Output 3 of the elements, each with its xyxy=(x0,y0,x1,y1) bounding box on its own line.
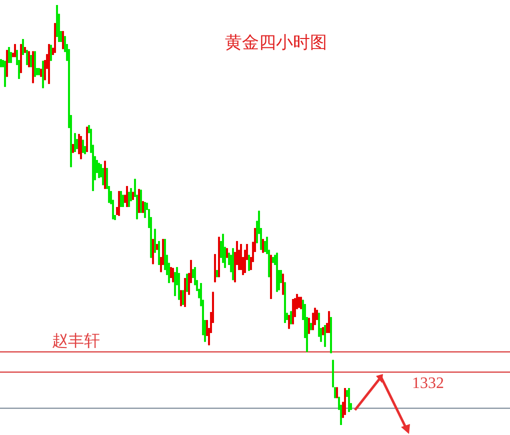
annotation: 赵丰轩 xyxy=(52,331,100,350)
text: 1332 xyxy=(412,375,444,392)
text: 黄金四小时图 xyxy=(225,33,327,53)
